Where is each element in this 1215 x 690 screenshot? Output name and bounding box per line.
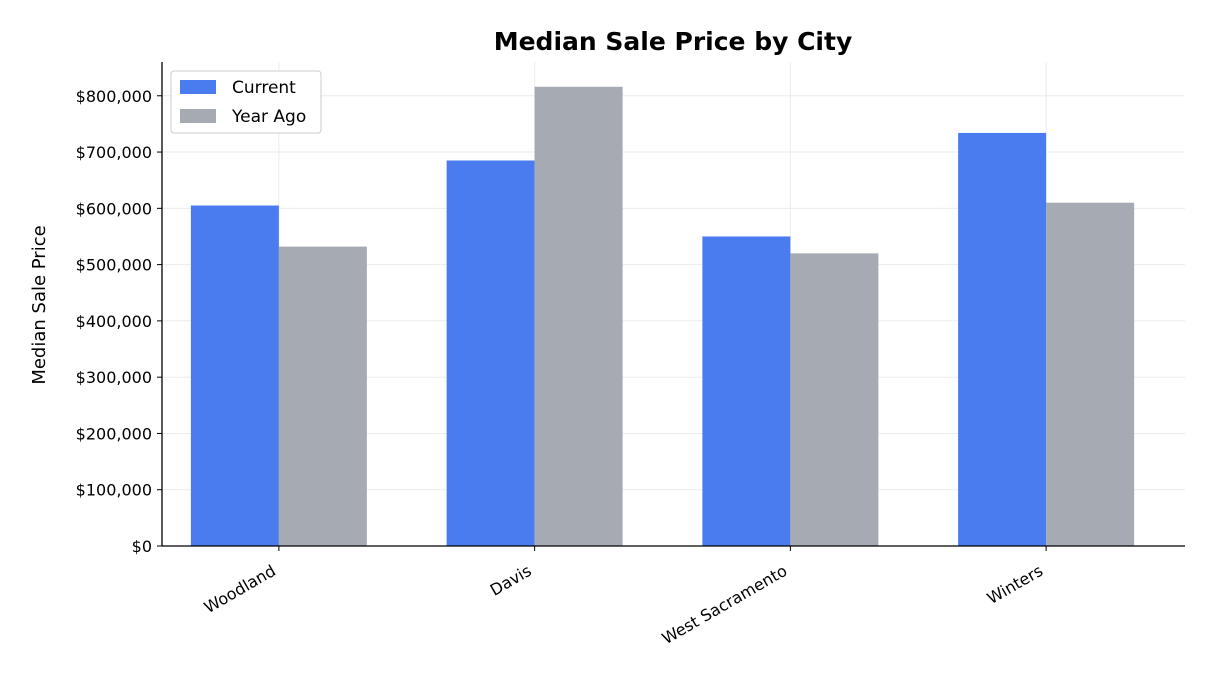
legend: Current Year Ago (170, 70, 322, 134)
legend-swatch-year-ago (180, 109, 216, 123)
bar-year-ago-davis (534, 86, 623, 546)
x-tick-label: Winters (984, 561, 1046, 608)
legend-label-current: Current (232, 78, 296, 98)
chart-title: Median Sale Price by City (494, 27, 853, 56)
legend-swatch-current (180, 80, 216, 94)
y-tick-label: $0 (132, 537, 152, 556)
bar-current-winters (958, 132, 1047, 546)
bar-current-woodland (190, 205, 279, 546)
y-tick-label: $200,000 (76, 424, 152, 443)
bar-year-ago-winters (1046, 202, 1135, 546)
bar-current-davis (446, 160, 535, 546)
bar-year-ago-woodland (278, 246, 367, 547)
x-tick-label: Davis (487, 561, 535, 600)
y-tick-label: $300,000 (76, 368, 152, 387)
y-tick-label: $100,000 (76, 481, 152, 500)
y-tick-label: $600,000 (76, 199, 152, 218)
x-tick-label: West Sacramento (659, 561, 791, 648)
x-tick-label: Woodland (201, 561, 279, 617)
y-tick-label: $700,000 (76, 143, 152, 162)
y-tick-label: $500,000 (76, 256, 152, 275)
y-axis-label: Median Sale Price (29, 225, 50, 384)
axes (161, 62, 1185, 547)
y-tick-label: $400,000 (76, 312, 152, 331)
bar-year-ago-west-sacramento (790, 253, 879, 547)
legend-label-year-ago: Year Ago (231, 107, 306, 127)
bar-current-west-sacramento (702, 236, 791, 546)
y-tick-label: $800,000 (76, 87, 152, 106)
bars (190, 86, 1135, 547)
